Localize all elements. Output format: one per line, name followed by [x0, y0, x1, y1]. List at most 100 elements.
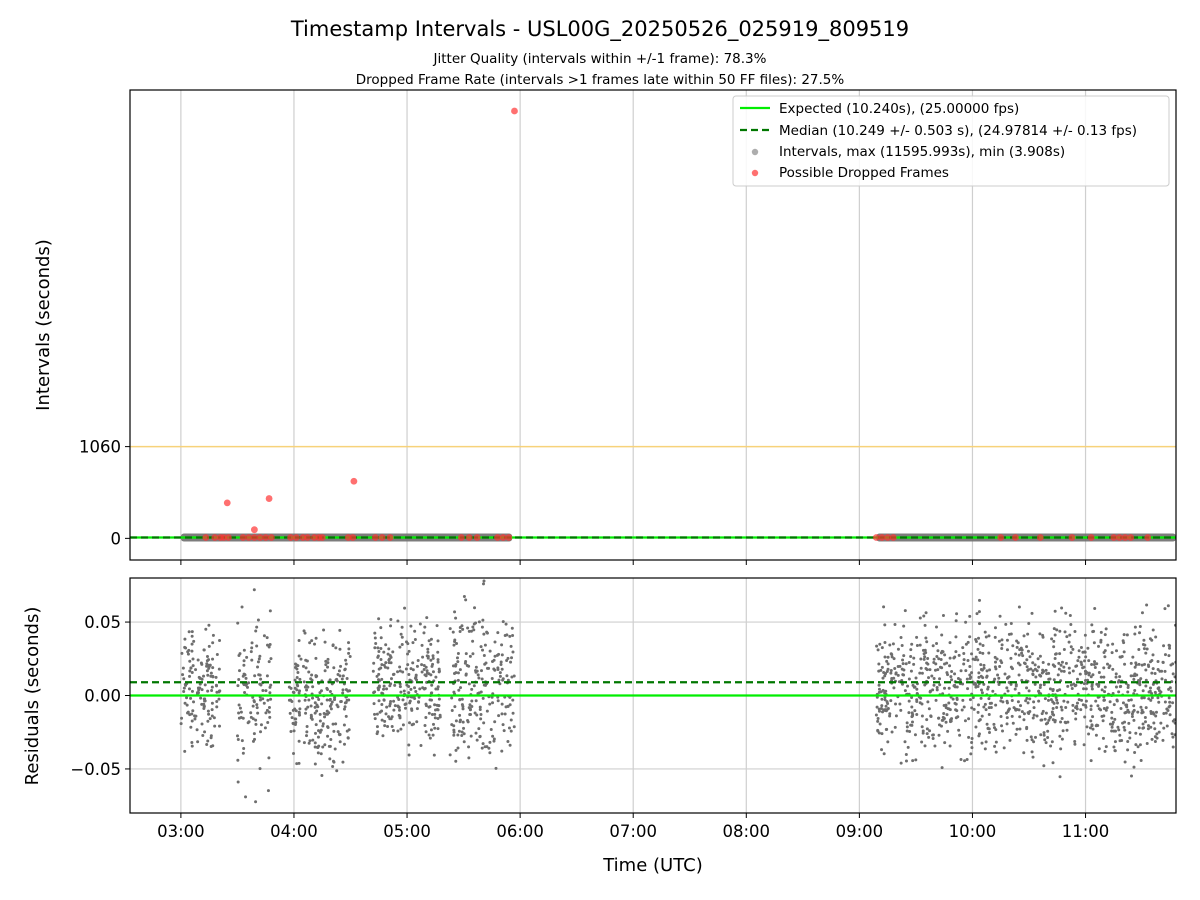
residual-point	[417, 700, 421, 704]
residual-point	[1039, 733, 1043, 737]
residual-point	[241, 751, 245, 755]
residual-point	[323, 669, 327, 673]
residual-point	[1094, 733, 1098, 737]
residual-point	[1101, 736, 1105, 740]
residual-point	[894, 671, 898, 675]
residual-point	[429, 642, 433, 646]
dropped-frame-point	[318, 534, 326, 541]
legend-median-label: Median (10.249 +/- 0.503 s), (24.97814 +…	[779, 123, 1137, 139]
chart-subtitle-dropped: Dropped Frame Rate (intervals >1 frames …	[356, 72, 845, 88]
residual-point	[968, 635, 972, 639]
residual-point	[500, 749, 504, 753]
residual-point	[1005, 648, 1009, 652]
residual-point	[208, 717, 212, 721]
residual-point	[1051, 761, 1055, 765]
residual-point	[505, 659, 509, 663]
residual-point	[979, 667, 983, 671]
residual-point	[297, 638, 301, 642]
residual-point	[315, 709, 319, 713]
residual-point	[379, 646, 383, 650]
residual-point	[397, 698, 401, 702]
residual-point	[982, 682, 986, 686]
residual-point	[512, 725, 516, 729]
residual-point	[974, 685, 978, 689]
residual-point	[268, 691, 272, 695]
residual-point	[964, 620, 968, 624]
residual-point	[498, 674, 502, 678]
residual-point	[266, 698, 270, 702]
residual-point	[419, 743, 423, 747]
residual-point	[492, 737, 496, 741]
residual-point	[961, 698, 965, 702]
residual-point	[313, 741, 317, 745]
dropped-frame-point	[267, 534, 275, 541]
residual-point	[316, 735, 320, 739]
residual-point	[955, 709, 959, 713]
residual-point	[242, 648, 246, 652]
residual-point	[375, 712, 379, 716]
residual-point	[254, 629, 258, 633]
residual-point	[458, 668, 462, 672]
residual-point	[1138, 743, 1142, 747]
residual-point	[400, 625, 404, 629]
residual-point	[427, 733, 431, 737]
residual-point	[1159, 721, 1163, 725]
residual-point	[408, 721, 412, 725]
residual-point	[382, 698, 386, 702]
residual-point	[309, 704, 313, 708]
residual-point	[465, 663, 469, 667]
residual-point	[496, 667, 500, 671]
residual-point	[383, 719, 387, 723]
dropped-frame-point	[473, 534, 481, 541]
intervals-axes-frame	[129, 89, 1177, 561]
residual-point	[943, 686, 947, 690]
residual-point	[189, 696, 193, 700]
residual-point	[1130, 715, 1134, 719]
residual-point	[398, 645, 402, 649]
residual-point	[497, 652, 501, 656]
residual-point	[983, 747, 987, 751]
residual-point	[384, 712, 388, 716]
residual-point	[962, 662, 966, 666]
residual-point	[965, 677, 969, 681]
residual-point	[1138, 631, 1142, 635]
residual-point	[1146, 724, 1150, 728]
residual-point	[932, 677, 936, 681]
residual-point	[1060, 708, 1064, 712]
residual-point	[1153, 727, 1157, 731]
residual-point	[237, 678, 241, 682]
residual-point	[1068, 614, 1072, 618]
residual-point	[317, 697, 321, 701]
residual-point	[1078, 672, 1082, 676]
residual-point	[314, 636, 318, 640]
residual-point	[324, 659, 328, 663]
residual-point	[341, 760, 345, 764]
residual-point	[925, 668, 929, 672]
residual-point	[1126, 685, 1130, 689]
dropped-frame-point	[1121, 534, 1129, 541]
residual-point	[1096, 704, 1100, 708]
residual-point	[977, 675, 981, 679]
residual-point	[182, 686, 186, 690]
residual-point	[929, 715, 933, 719]
residual-point	[344, 662, 348, 666]
residual-point	[986, 726, 990, 730]
residual-point	[469, 629, 473, 633]
residual-point	[981, 651, 985, 655]
residual-point	[1008, 738, 1012, 742]
residual-point	[1015, 727, 1019, 731]
residual-point	[923, 683, 927, 687]
residual-point	[1156, 659, 1160, 663]
residual-point	[380, 691, 384, 695]
residual-point	[1091, 727, 1095, 731]
residual-point	[1089, 675, 1093, 679]
residual-point	[510, 656, 514, 660]
residual-point	[901, 662, 905, 666]
residual-point	[987, 712, 991, 716]
residual-point	[500, 643, 504, 647]
residual-point	[266, 789, 270, 793]
dropped-frame-point	[350, 477, 358, 485]
residual-point	[505, 674, 509, 678]
residual-point	[896, 665, 900, 669]
residual-point	[379, 626, 383, 630]
